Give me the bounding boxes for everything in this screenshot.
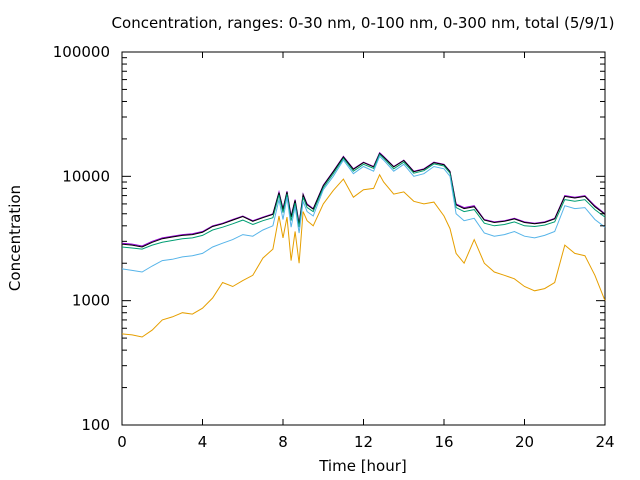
x-tick-label: 0 <box>117 433 127 451</box>
x-tick-label: 8 <box>278 433 288 451</box>
series-line-5 <box>121 173 606 338</box>
x-tick-label: 4 <box>198 433 208 451</box>
series-line-4 <box>121 155 606 273</box>
x-axis-label: Time [hour] <box>318 457 407 475</box>
x-axis: 0 4 8 12 16 20 24 <box>117 52 615 451</box>
y-tick-label: 10000 <box>62 167 110 185</box>
y-tick-label: 100 <box>81 416 110 434</box>
y-axis: 100 1000 10000 100000 <box>53 43 605 434</box>
x-tick-label: 12 <box>354 433 373 451</box>
y-tick-label: 1000 <box>72 292 110 310</box>
y-axis-label: Concentration <box>6 185 24 291</box>
x-tick-label: 16 <box>434 433 453 451</box>
series-layer <box>121 151 606 338</box>
plot-frame <box>121 51 606 426</box>
series-line-2 <box>121 152 606 248</box>
series-line-3 <box>121 153 606 250</box>
x-tick-label: 24 <box>595 433 614 451</box>
chart-title: Concentration, ranges: 0-30 nm, 0-100 nm… <box>112 14 615 32</box>
y-tick-label: 100000 <box>53 43 110 61</box>
x-tick-label: 20 <box>515 433 534 451</box>
